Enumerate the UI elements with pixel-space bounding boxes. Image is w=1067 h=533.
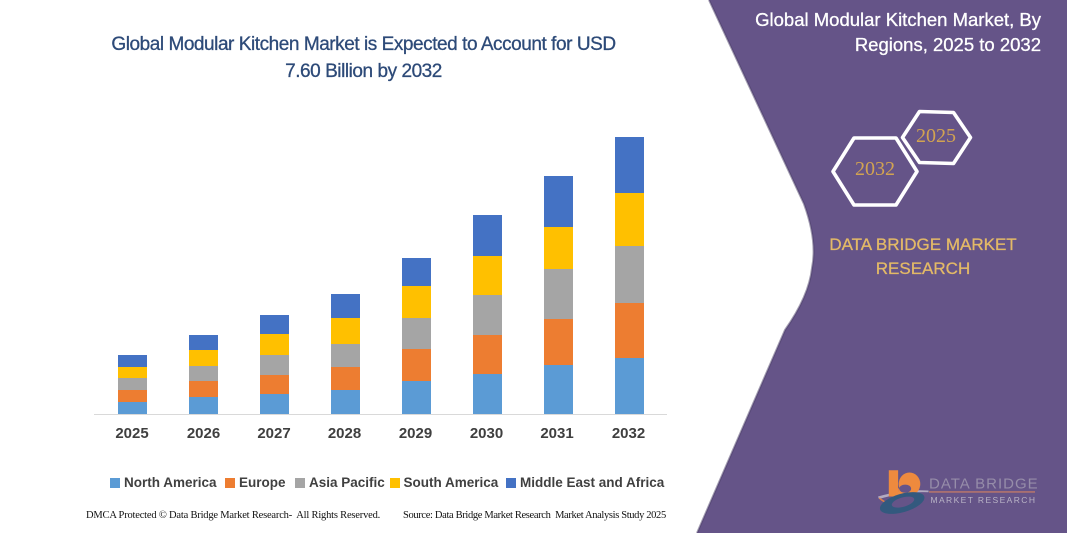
svg-text:MARKET RESEARCH: MARKET RESEARCH <box>931 495 1037 505</box>
svg-text:DATA BRIDGE: DATA BRIDGE <box>929 476 1039 493</box>
